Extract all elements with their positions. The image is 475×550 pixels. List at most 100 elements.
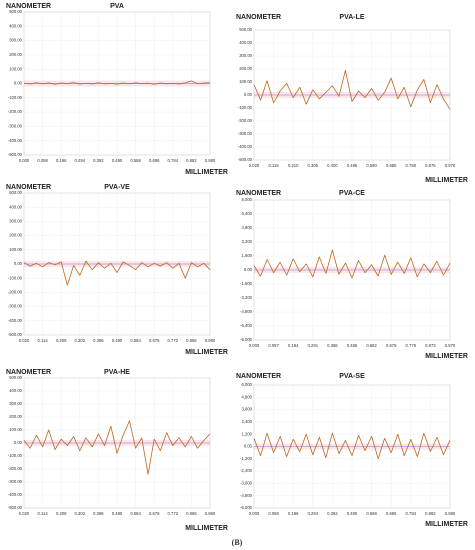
y-tick-label: 200.00 [239, 66, 252, 71]
x-tick-label: 0.590 [366, 163, 377, 168]
x-tick-label: 0.305 [308, 163, 319, 168]
zero-band [254, 443, 450, 450]
y-tick-label: -100.00 [8, 95, 23, 100]
y-tick-label: -300.00 [8, 304, 23, 309]
y-tick-label: 2,400 [242, 419, 253, 424]
y-tick-label: -300.00 [8, 124, 23, 129]
y-tick-label: 400.00 [9, 388, 22, 393]
y-tick-label: 400.00 [9, 23, 22, 28]
x-axis-label: MILLIMETER [425, 353, 468, 360]
x-tick-label: 0.392 [93, 158, 104, 163]
x-tick-label: 0.588 [366, 511, 377, 516]
x-tick-label: 0.784 [406, 511, 417, 516]
y-tick-label: -400.00 [238, 144, 253, 149]
x-axis-label: MILLIMETER [185, 349, 228, 356]
x-tick-label: 0.400 [327, 163, 338, 168]
x-tick-label: 0.196 [288, 511, 299, 516]
y-axis-label: NANOMETER [236, 14, 281, 21]
y-tick-label: 200.00 [9, 233, 22, 238]
x-tick-label: 0.772 [168, 338, 179, 343]
x-tick-label: 0.960 [205, 338, 216, 343]
y-tick-label: 500.00 [239, 27, 252, 32]
x-tick-label: 0.114 [38, 338, 49, 343]
y-tick-label: 500.00 [9, 375, 22, 380]
y-tick-label: -6,400 [240, 323, 253, 328]
y-axis-label: NANOMETER [236, 190, 281, 197]
x-tick-label: 0.210 [288, 163, 299, 168]
y-tick-label: 300.00 [9, 219, 22, 224]
y-tick-label: -1,600 [240, 281, 253, 286]
chart-title: PVA-VE [104, 184, 130, 191]
y-tick-label: -8,000 [240, 337, 253, 342]
profile-line [253, 432, 451, 460]
x-tick-label: 0.780 [406, 163, 417, 168]
profile-line [23, 420, 211, 475]
y-tick-label: 500.00 [9, 9, 22, 14]
y-tick-label: 0.00 [244, 92, 253, 97]
y-tick-label: -300.00 [238, 131, 253, 136]
x-axis-label: MILLIMETER [185, 169, 228, 176]
y-tick-label: 100.00 [9, 66, 22, 71]
x-tick-label: 0.588 [130, 158, 141, 163]
y-tick-label: 8,000 [242, 197, 253, 202]
x-tick-label: 0.882 [186, 158, 197, 163]
x-tick-label: 0.866 [186, 511, 197, 516]
x-tick-label: 0.776 [406, 343, 417, 348]
chart-title: PVA-CE [339, 190, 365, 197]
chart-title: PVA-LE [339, 14, 364, 21]
profile-chart: 500.00 400.00 300.00 200.00 100.00 0.00 -100.0… [236, 14, 468, 184]
profile-line [23, 260, 211, 286]
x-tick-label: 0.396 [93, 338, 104, 343]
y-tick-label: -100.00 [8, 453, 23, 458]
y-tick-label: 4,800 [242, 225, 253, 230]
x-tick-label: 0.388 [327, 343, 338, 348]
x-tick-label: 0.686 [386, 511, 397, 516]
chart-title: PVA-HE [104, 369, 130, 376]
x-axis-label: MILLIMETER [425, 521, 468, 528]
y-tick-label: 3,600 [242, 407, 253, 412]
x-tick-label: 0.485 [347, 343, 358, 348]
x-tick-label: 0.678 [149, 511, 160, 516]
chart-title: PVA [110, 3, 124, 10]
profile-chart: 500.00 400.00 300.00 200.00 100.00 0.00 -100.0… [6, 3, 228, 176]
profile-line [253, 69, 451, 110]
x-tick-label: 0.584 [130, 511, 141, 516]
x-tick-label: 0.582 [366, 343, 377, 348]
profile-chart: 8,000 6,400 4,800 3,200 1,600 0.00 -1,600 -3,20… [236, 190, 468, 360]
y-tick-label: -500.00 [238, 157, 253, 162]
x-tick-label: 0.882 [425, 511, 436, 516]
x-tick-label: 0.495 [347, 163, 358, 168]
zero-band [254, 267, 450, 273]
y-tick-label: 400.00 [9, 204, 22, 209]
profile-chart: 500.00 400.00 300.00 200.00 100.00 0.00 -100.0… [6, 184, 228, 356]
y-tick-label: 300.00 [239, 53, 252, 58]
y-tick-label: -3,600 [240, 481, 253, 486]
x-tick-label: 0.980 [205, 158, 216, 163]
x-tick-label: 0.970 [445, 343, 456, 348]
x-tick-label: 0.685 [386, 163, 397, 168]
x-tick-label: 0.875 [425, 163, 436, 168]
y-tick-label: -500.00 [8, 152, 23, 157]
y-axis-label: NANOMETER [6, 369, 51, 376]
y-axis-label: NANOMETER [236, 373, 281, 380]
x-tick-label: 0.392 [327, 511, 338, 516]
x-tick-label: 0.020 [249, 163, 260, 168]
y-tick-label: -200.00 [8, 466, 23, 471]
y-tick-label: 100.00 [9, 247, 22, 252]
y-tick-label: -100.00 [8, 275, 23, 280]
x-tick-label: 0.114 [38, 511, 49, 516]
x-tick-label: 0.679 [386, 343, 397, 348]
y-tick-label: 0.00 [14, 261, 23, 266]
x-tick-label: 0.960 [205, 511, 216, 516]
y-tick-label: -400.00 [8, 318, 23, 323]
x-tick-label: 0.208 [56, 338, 67, 343]
y-tick-label: 4,800 [242, 394, 253, 399]
y-tick-label: 1,200 [242, 431, 253, 436]
x-tick-label: 0.097 [268, 343, 279, 348]
x-tick-label: 0.291 [308, 343, 319, 348]
profile-chart: 6,000 4,800 3,600 2,400 1,200 0.00 -1,200 -2,40… [236, 373, 468, 528]
y-tick-label: 300.00 [9, 38, 22, 43]
x-tick-label: 0.000 [19, 158, 30, 163]
